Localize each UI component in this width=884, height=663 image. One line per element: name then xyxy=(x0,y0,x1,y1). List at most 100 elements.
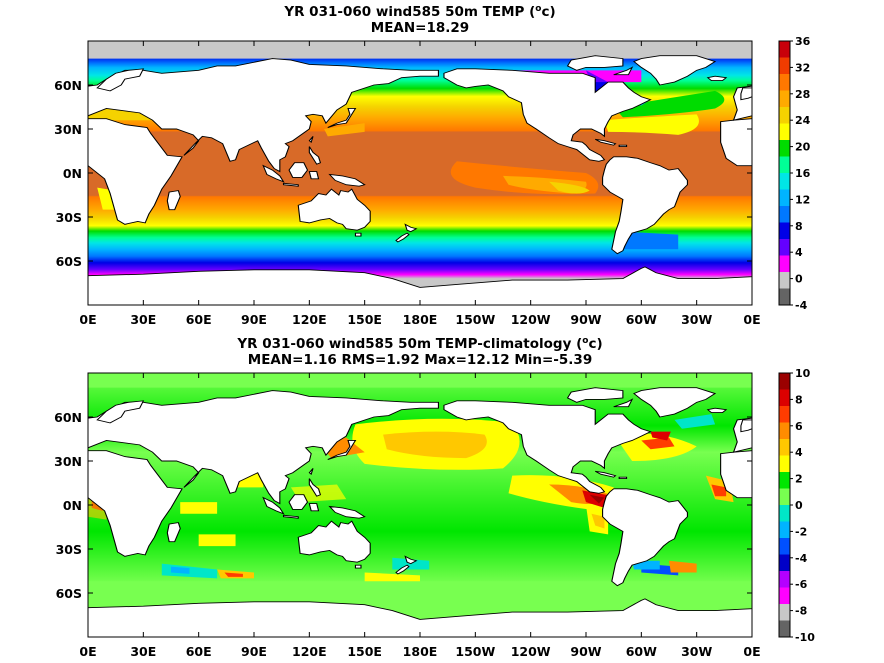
colorbar-label: 0 xyxy=(795,499,803,512)
colorbar-segment xyxy=(779,505,790,522)
colorbar-label: -8 xyxy=(795,605,807,618)
top-title-text: YR 031-060 wind585 50m TEMP ( xyxy=(284,4,536,20)
x-tick-label: 90W xyxy=(570,312,601,327)
y-tick-label: 0N xyxy=(63,498,82,513)
colorbar-segment xyxy=(779,107,790,124)
colorbar-label: -10 xyxy=(795,631,815,644)
top-colorbar: 36 32 28 24 20 16 12 8 4 0 -4 xyxy=(778,35,811,312)
top-panel-title: YR 031-060 wind585 50m TEMP (oc) MEAN=18… xyxy=(0,4,840,36)
colorbar-segment xyxy=(779,488,790,506)
colorbar-segment xyxy=(779,255,790,273)
bottom-colorbar: 10 8 6 4 2 0 -2 -4 -6 -8 -10 xyxy=(778,367,815,644)
x-tick-label: 120W xyxy=(511,312,551,327)
top-map-panel xyxy=(87,40,753,306)
x-tick-label: 0E xyxy=(79,312,96,327)
x-tick-label: 30W xyxy=(681,644,712,659)
colorbar-label: 8 xyxy=(795,393,803,406)
colorbar-label: 2 xyxy=(795,473,803,486)
x-tick-label: 90E xyxy=(241,312,267,327)
x-tick-label: 90W xyxy=(570,644,601,659)
colorbar-label: 12 xyxy=(795,193,810,206)
colorbar-label: 10 xyxy=(795,367,811,380)
bottom-map-panel xyxy=(87,372,753,638)
y-tick-label: 30N xyxy=(54,122,82,137)
colorbar-segment xyxy=(779,604,790,621)
y-tick-label: 60S xyxy=(56,254,82,269)
colorbar-segment xyxy=(779,189,790,207)
x-tick-label: 180E xyxy=(403,644,438,659)
x-tick-label: 30E xyxy=(130,644,156,659)
colorbar-label: -4 xyxy=(795,299,808,312)
x-tick-label: 120E xyxy=(292,312,327,327)
colorbar-label: 8 xyxy=(795,220,803,233)
colorbar-segment xyxy=(779,206,790,223)
x-tick-label: 60E xyxy=(186,312,212,327)
bottom-ocean-features xyxy=(88,373,752,591)
colorbar-label: 4 xyxy=(795,246,803,259)
colorbar-label: 20 xyxy=(795,141,811,154)
y-tick-label: 60N xyxy=(54,78,82,93)
x-tick-label: 150E xyxy=(347,312,382,327)
x-tick-label: 120W xyxy=(511,644,551,659)
top-panel-stats: MEAN=18.29 xyxy=(370,20,470,36)
colorbar-segment xyxy=(779,41,790,58)
x-tick-label: 60E xyxy=(186,644,212,659)
colorbar-segment xyxy=(779,538,790,555)
colorbar-label: 4 xyxy=(795,446,803,459)
colorbar-segment xyxy=(779,90,790,108)
colorbar-label: 28 xyxy=(795,88,810,101)
x-tick-label: 30E xyxy=(130,312,156,327)
x-tick-label: 150E xyxy=(347,644,382,659)
colorbar-segment xyxy=(779,156,790,174)
top-title-degree: o xyxy=(535,4,542,14)
colorbar-segment xyxy=(779,571,790,588)
x-tick-label: 0E xyxy=(743,312,760,327)
bottom-axes: 0E 30E 60E 90E 120E 150E 180E 150W 120W 90W 60W 30W… xyxy=(54,373,761,659)
x-tick-label: 60W xyxy=(626,312,657,327)
x-tick-label: 150W xyxy=(455,644,495,659)
colorbar-segment xyxy=(779,57,790,75)
y-tick-label: 30S xyxy=(56,542,82,557)
x-tick-label: 0E xyxy=(743,644,760,659)
colorbar-segment xyxy=(779,222,790,240)
colorbar-segment xyxy=(779,389,790,407)
x-tick-label: 90E xyxy=(241,644,267,659)
bottom-panel-title: YR 031-060 wind585 50m TEMP-climatology … xyxy=(0,336,840,368)
colorbar-segment xyxy=(779,288,790,306)
colorbar-segment xyxy=(779,587,790,605)
y-tick-label: 60N xyxy=(54,410,82,425)
colorbar-label: 32 xyxy=(795,61,810,74)
colorbar-label: 16 xyxy=(795,167,811,180)
colorbar-segment xyxy=(779,472,790,489)
x-tick-label: 180E xyxy=(403,312,438,327)
x-tick-label: 120E xyxy=(292,644,327,659)
colorbar-segment xyxy=(779,455,790,473)
y-tick-label: 30N xyxy=(54,454,82,469)
colorbar-segment xyxy=(779,239,790,256)
colorbar-label: 36 xyxy=(795,35,811,48)
colorbar-label: -6 xyxy=(795,578,808,591)
x-tick-label: 30W xyxy=(681,312,712,327)
bottom-title-text: YR 031-060 wind585 50m TEMP-climatology … xyxy=(237,336,583,352)
colorbar-segment xyxy=(779,272,790,289)
bottom-panel-stats: MEAN=1.16 RMS=1.92 Max=12.12 Min=-5.39 xyxy=(247,352,593,368)
top-axes: 0E 30E 60E 90E 120E 150E 180E 150W 120W 90W 60W 30W… xyxy=(54,41,761,327)
colorbar-segment xyxy=(779,406,790,423)
x-tick-label: 0E xyxy=(79,644,96,659)
colorbar-segment xyxy=(779,554,790,572)
colorbar-label: -2 xyxy=(795,525,807,538)
y-tick-label: 60S xyxy=(56,586,82,601)
y-tick-label: 30S xyxy=(56,210,82,225)
colorbar-segment xyxy=(779,439,790,456)
colorbar-label: -4 xyxy=(795,552,808,565)
colorbar-segment xyxy=(779,422,790,440)
colorbar-label: 6 xyxy=(795,420,803,433)
x-tick-label: 150W xyxy=(455,312,495,327)
top-title-unit: c) xyxy=(541,4,556,20)
y-tick-label: 0N xyxy=(63,166,82,181)
x-tick-label: 60W xyxy=(626,644,657,659)
colorbar-segment xyxy=(779,521,790,539)
colorbar-segment xyxy=(779,123,790,141)
colorbar-segment xyxy=(779,620,790,638)
